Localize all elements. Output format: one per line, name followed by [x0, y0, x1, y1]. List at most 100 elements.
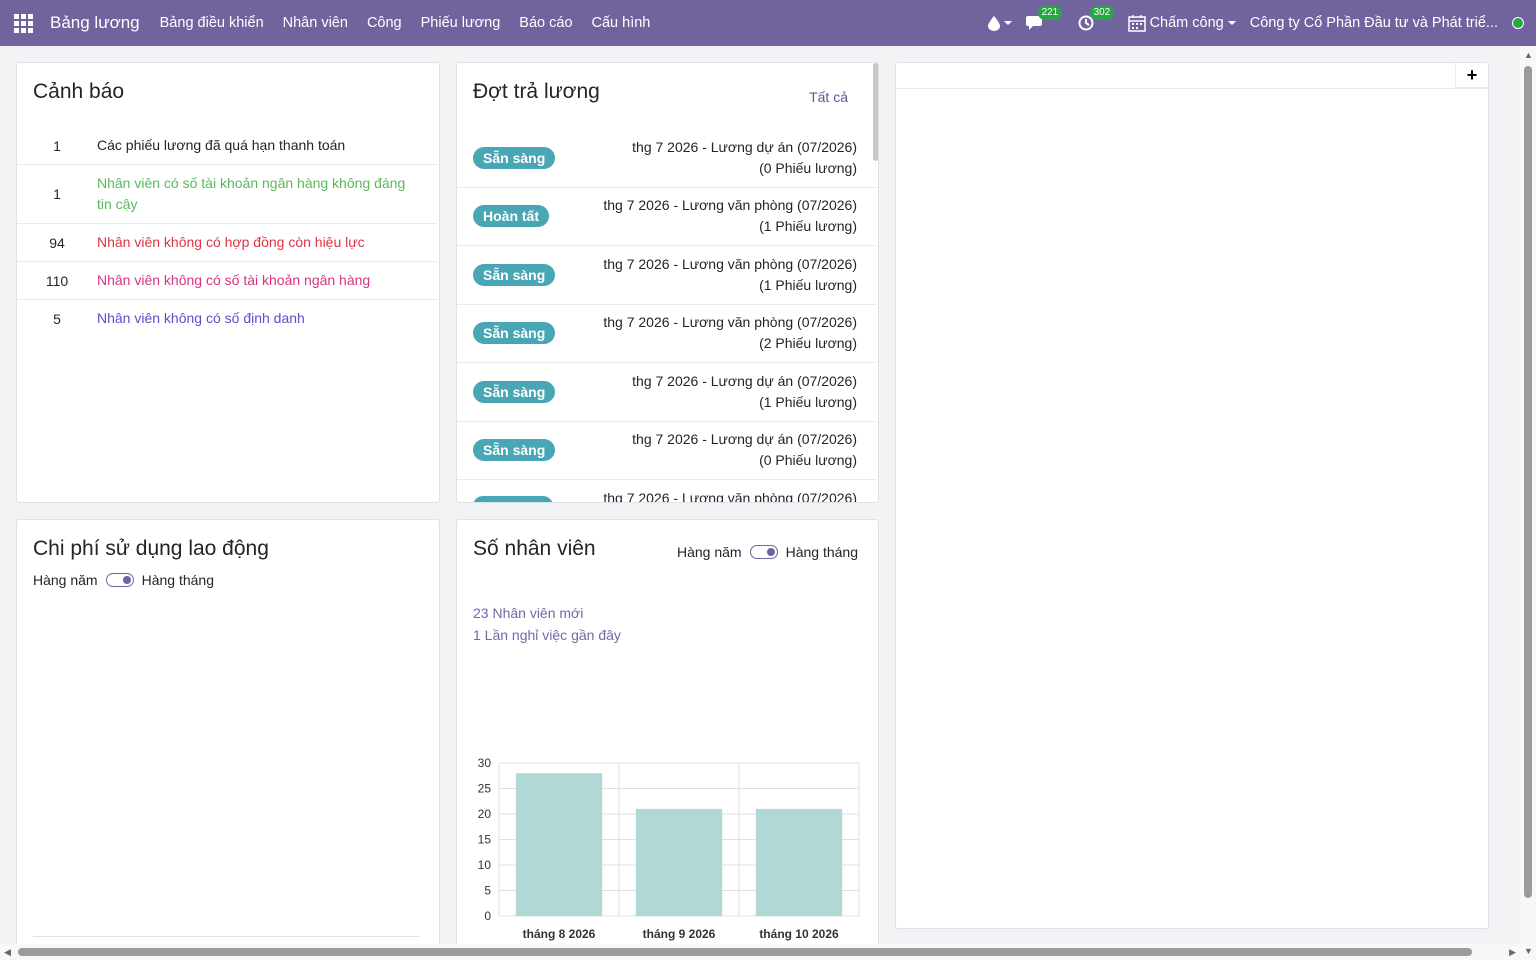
status-badge: Sẵn sàng: [473, 439, 556, 462]
warning-count: 110: [45, 272, 69, 289]
toggle-monthly-label: Hàng tháng: [785, 544, 858, 560]
view-all-link[interactable]: Tất cả: [809, 89, 848, 105]
warning-text[interactable]: Nhân viên có số tài khoản ngân hàng khôn…: [97, 175, 406, 212]
status-badge: Sẵn sàng: [473, 263, 556, 286]
toggle-yearly-label: Hàng năm: [33, 572, 98, 588]
app-name[interactable]: Bảng lương: [50, 13, 140, 32]
warning-row[interactable]: 1 Nhân viên có số tài khoản ngân hàng kh…: [17, 165, 437, 224]
batch-row[interactable]: Hoàn tất thg 7 2026 - Lương văn phòng (0…: [457, 188, 877, 246]
messages-count-badge: 221: [1037, 6, 1063, 20]
period-switch[interactable]: [749, 545, 778, 559]
warning-text[interactable]: Nhân viên không có hợp đồng còn hiệu lực: [97, 234, 365, 250]
batch-count: (1 Phiếu lương): [759, 276, 857, 293]
status-badge: [473, 496, 553, 502]
labor-cost-title: Chi phí sử dụng lao động: [33, 537, 269, 560]
batch-row[interactable]: Sẵn sàng thg 7 2026 - Lương văn phòng (0…: [457, 305, 877, 363]
company-switcher[interactable]: Công ty Cổ Phần Đầu tư và Phát triể...: [1249, 15, 1498, 31]
headcount-title: Số nhân viên: [473, 537, 596, 560]
batch-name: thg 7 2026 - Lương văn phòng (07/2026): [603, 314, 857, 331]
period-switch[interactable]: [105, 573, 134, 587]
warning-text[interactable]: Nhân viên không có số định danh: [97, 310, 305, 326]
scroll-up-arrow[interactable]: ▲: [1524, 50, 1533, 60]
batch-name: thg 7 2026 - Lương dự án (07/2026): [632, 138, 857, 155]
batch-row[interactable]: Sẵn sàng thg 7 2026 - Lương dự án (07/20…: [457, 422, 877, 480]
x-tick-label: tháng 8 2026: [523, 927, 596, 941]
horizontal-scroll-thumb[interactable]: [18, 948, 1472, 956]
bar: [755, 808, 843, 916]
add-widget-button[interactable]: +: [1455, 63, 1488, 88]
batches-scrollbar[interactable]: [873, 63, 878, 161]
y-tick-label: 0: [484, 909, 491, 923]
y-tick-label: 25: [478, 782, 492, 796]
user-status-icon[interactable]: [1512, 17, 1524, 29]
headcount-card: Số nhân viên Hàng năm Hàng tháng 23 Nhân…: [456, 519, 879, 949]
scroll-left-arrow[interactable]: ◀: [4, 947, 11, 957]
activities-count-badge: 302: [1089, 6, 1115, 20]
y-tick-label: 5: [484, 884, 491, 898]
batch-name: thg 7 2026 - Lương dự án (07/2026): [632, 372, 857, 389]
warning-count: 1: [53, 137, 61, 154]
status-badge: Sẵn sàng: [473, 322, 556, 345]
batch-row[interactable]: thg 7 2026 - Lương văn phòng (07/2026): [457, 480, 877, 502]
scroll-right-arrow[interactable]: ▶: [1509, 947, 1516, 957]
batch-name: thg 7 2026 - Lương văn phòng (07/2026): [603, 255, 857, 272]
y-tick-label: 15: [478, 833, 492, 847]
menu-employees[interactable]: Nhân viên: [282, 15, 348, 31]
warning-text[interactable]: Các phiếu lương đã quá hạn thanh toán: [97, 137, 346, 153]
batch-count: (2 Phiếu lương): [759, 335, 857, 352]
status-badge: Sẵn sàng: [473, 380, 556, 403]
warning-row[interactable]: 5 Nhân viên không có số định danh: [17, 300, 437, 337]
x-tick-label: tháng 10 2026: [759, 927, 839, 941]
vertical-scroll-thumb[interactable]: [1524, 66, 1532, 898]
menu-configuration[interactable]: Cấu hình: [591, 15, 651, 31]
attendance-label: Chấm công: [1149, 15, 1224, 31]
departures-link[interactable]: 1 Lần nghỉ việc gần đây: [473, 627, 621, 643]
menu-work-entries[interactable]: Công: [366, 15, 402, 31]
plus-icon: +: [1466, 64, 1478, 85]
droplet-icon: [987, 15, 1000, 31]
top-navbar: Bảng lương Bảng điều khiển Nhân viên Côn…: [0, 0, 1536, 46]
scroll-down-arrow[interactable]: ▼: [1524, 946, 1533, 956]
batch-name: thg 7 2026 - Lương dự án (07/2026): [632, 431, 857, 448]
page-horizontal-scrollbar[interactable]: ◀ ▶: [0, 944, 1520, 960]
warning-count: 1: [53, 186, 61, 202]
chat-icon: [1025, 16, 1042, 30]
batch-count: (1 Phiếu lương): [759, 393, 857, 410]
droplet-menu[interactable]: [987, 15, 1012, 31]
batch-count: (0 Phiếu lương): [759, 452, 857, 469]
bar: [515, 773, 603, 916]
warning-text[interactable]: Nhân viên không có số tài khoản ngân hàn…: [97, 272, 371, 288]
attendance-menu[interactable]: Chấm công: [1127, 14, 1236, 32]
labor-cost-period-toggle[interactable]: Hàng năm Hàng tháng: [33, 572, 214, 588]
menu-payslips[interactable]: Phiếu lương: [420, 15, 501, 31]
status-badge: Sẵn sàng: [473, 146, 556, 169]
status-badge: Hoàn tất: [473, 205, 549, 228]
batch-count: (1 Phiếu lương): [759, 218, 857, 235]
empty-dashboard-panel: +: [895, 62, 1489, 929]
batch-row[interactable]: Sẵn sàng thg 7 2026 - Lương văn phòng (0…: [457, 246, 877, 305]
batch-row[interactable]: Sẵn sàng thg 7 2026 - Lương dự án (07/20…: [457, 363, 877, 422]
toggle-monthly-label: Hàng tháng: [141, 572, 214, 588]
warning-count: 94: [49, 234, 65, 251]
activities-button[interactable]: 302: [1078, 6, 1115, 31]
y-tick-label: 20: [478, 807, 492, 821]
menu-dashboard[interactable]: Bảng điều khiển: [159, 15, 264, 31]
warning-row[interactable]: 1 Các phiếu lương đã quá hạn thanh toán: [17, 127, 437, 165]
batch-name: thg 7 2026 - Lương văn phòng (07/2026): [603, 197, 857, 214]
headcount-period-toggle[interactable]: Hàng năm Hàng tháng: [677, 544, 858, 560]
menu-reports[interactable]: Báo cáo: [519, 15, 573, 31]
batch-row[interactable]: Sẵn sàng thg 7 2026 - Lương dự án (07/20…: [457, 129, 877, 188]
batch-count: (0 Phiếu lương): [759, 159, 857, 176]
page-vertical-scrollbar[interactable]: ▲ ▼: [1520, 46, 1536, 960]
warning-row[interactable]: 110 Nhân viên không có số tài khoản ngân…: [17, 262, 437, 300]
warnings-title: Cảnh báo: [33, 80, 125, 103]
messages-button[interactable]: 221: [1025, 6, 1063, 31]
new-employees-link[interactable]: 23 Nhân viên mới: [473, 605, 584, 621]
warning-row[interactable]: 94 Nhân viên không có hợp đồng còn hiệu …: [17, 224, 437, 262]
payslip-batches-card: Đợt trả lương Tất cả Sẵn sàng thg 7 2026…: [456, 62, 879, 503]
apps-menu-icon[interactable]: [0, 0, 46, 46]
y-tick-label: 30: [478, 756, 492, 770]
headcount-bar-chart: 0 5 10 15 20 25 30 tháng 8 2026 tháng 9 2026 thán…: [478, 756, 860, 941]
warnings-list: 1 Các phiếu lương đã quá hạn thanh toán …: [17, 127, 437, 337]
batches-list: Sẵn sàng thg 7 2026 - Lương dự án (07/20…: [457, 129, 877, 502]
